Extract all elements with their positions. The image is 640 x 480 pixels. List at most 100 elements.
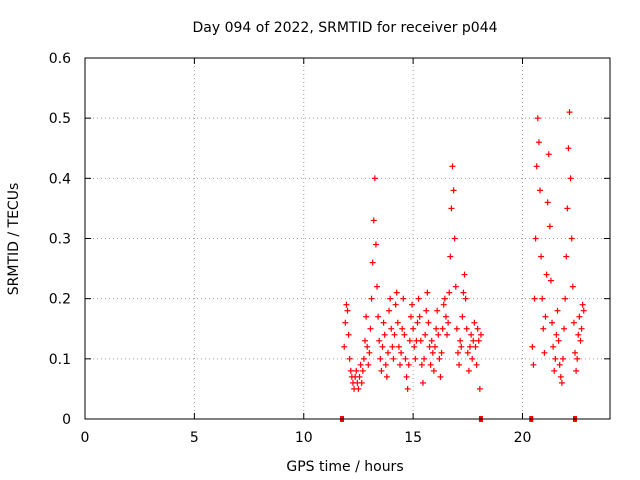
data-point	[391, 331, 398, 338]
data-point	[472, 343, 479, 350]
data-point	[341, 343, 348, 350]
y-tick-label: 0.4	[49, 171, 71, 187]
data-point	[419, 379, 426, 386]
data-point	[421, 355, 428, 362]
y-axis-label: SRMTID / TECUs	[6, 183, 22, 296]
data-point	[407, 313, 414, 320]
data-point	[573, 367, 580, 374]
data-point	[567, 175, 574, 182]
data-point	[423, 307, 430, 314]
data-point	[462, 295, 469, 302]
data-point	[465, 367, 472, 374]
data-point	[344, 307, 351, 314]
data-point	[442, 313, 449, 320]
data-point	[579, 301, 586, 308]
data-point	[538, 253, 545, 260]
data-point	[345, 331, 352, 338]
data-point	[414, 319, 421, 326]
data-point	[430, 367, 437, 374]
data-point	[383, 373, 390, 380]
data-point	[357, 361, 364, 368]
data-point	[412, 355, 419, 362]
data-point	[470, 337, 477, 344]
data-point	[555, 337, 562, 344]
data-point	[400, 295, 407, 302]
data-point	[572, 349, 578, 356]
data-point	[353, 367, 360, 374]
data-point	[453, 325, 460, 332]
data-point	[530, 361, 537, 368]
data-point	[429, 349, 436, 356]
data-point	[426, 343, 433, 350]
data-point	[382, 361, 389, 368]
y-tick-label: 0.3	[49, 232, 71, 248]
data-point	[366, 349, 373, 356]
x-tick-label: 20	[514, 430, 532, 446]
data-point	[363, 313, 370, 320]
chart-title: Day 094 of 2022, SRMTID for receiver p04…	[192, 20, 497, 36]
data-point	[387, 295, 394, 302]
data-point	[405, 361, 412, 368]
data-point	[368, 295, 375, 302]
data-point	[473, 361, 480, 368]
data-point	[557, 373, 564, 380]
data-points	[341, 109, 587, 392]
data-point	[561, 325, 568, 332]
data-point	[427, 361, 434, 368]
data-point	[565, 145, 572, 152]
data-point	[372, 241, 379, 248]
data-point	[559, 355, 566, 362]
data-point	[468, 331, 475, 338]
data-point	[440, 301, 447, 308]
data-point	[355, 385, 362, 392]
data-point	[415, 295, 422, 302]
data-point	[359, 367, 366, 374]
data-point	[365, 361, 372, 368]
data-point	[574, 355, 581, 362]
data-point	[378, 367, 385, 374]
data-point	[433, 325, 440, 332]
data-point	[381, 331, 388, 338]
data-point	[375, 313, 382, 320]
data-point	[467, 343, 473, 350]
data-point	[360, 355, 367, 362]
data-point	[558, 379, 565, 386]
data-point	[537, 187, 543, 194]
data-point	[575, 331, 582, 338]
data-point	[392, 301, 399, 308]
data-point	[542, 313, 549, 320]
x-tick-label: 15	[404, 430, 422, 446]
data-point	[569, 283, 576, 290]
data-point	[376, 337, 383, 344]
data-point	[444, 331, 451, 338]
data-point	[380, 319, 387, 326]
data-point	[390, 355, 397, 362]
plot-frame	[84, 57, 611, 420]
data-point	[439, 325, 446, 332]
data-point	[460, 289, 467, 296]
data-point	[563, 253, 570, 260]
data-point	[389, 343, 396, 350]
data-point	[543, 271, 550, 278]
data-point	[570, 319, 577, 326]
grid-lines	[85, 58, 610, 419]
data-point	[475, 337, 482, 344]
data-point	[370, 217, 377, 224]
x-tick-label: 5	[190, 430, 199, 446]
data-point	[459, 313, 466, 320]
data-point	[458, 343, 465, 350]
data-point	[425, 319, 432, 326]
data-point	[437, 373, 444, 380]
data-point	[402, 355, 409, 362]
data-point	[463, 325, 470, 332]
data-point	[398, 349, 405, 356]
y-tick-label: 0	[62, 412, 71, 428]
data-point	[580, 307, 587, 314]
data-point	[474, 325, 481, 332]
data-point	[404, 385, 411, 392]
data-point	[456, 361, 463, 368]
data-point	[451, 235, 458, 242]
data-point	[342, 319, 349, 326]
data-point	[535, 139, 542, 146]
data-point	[550, 343, 557, 350]
